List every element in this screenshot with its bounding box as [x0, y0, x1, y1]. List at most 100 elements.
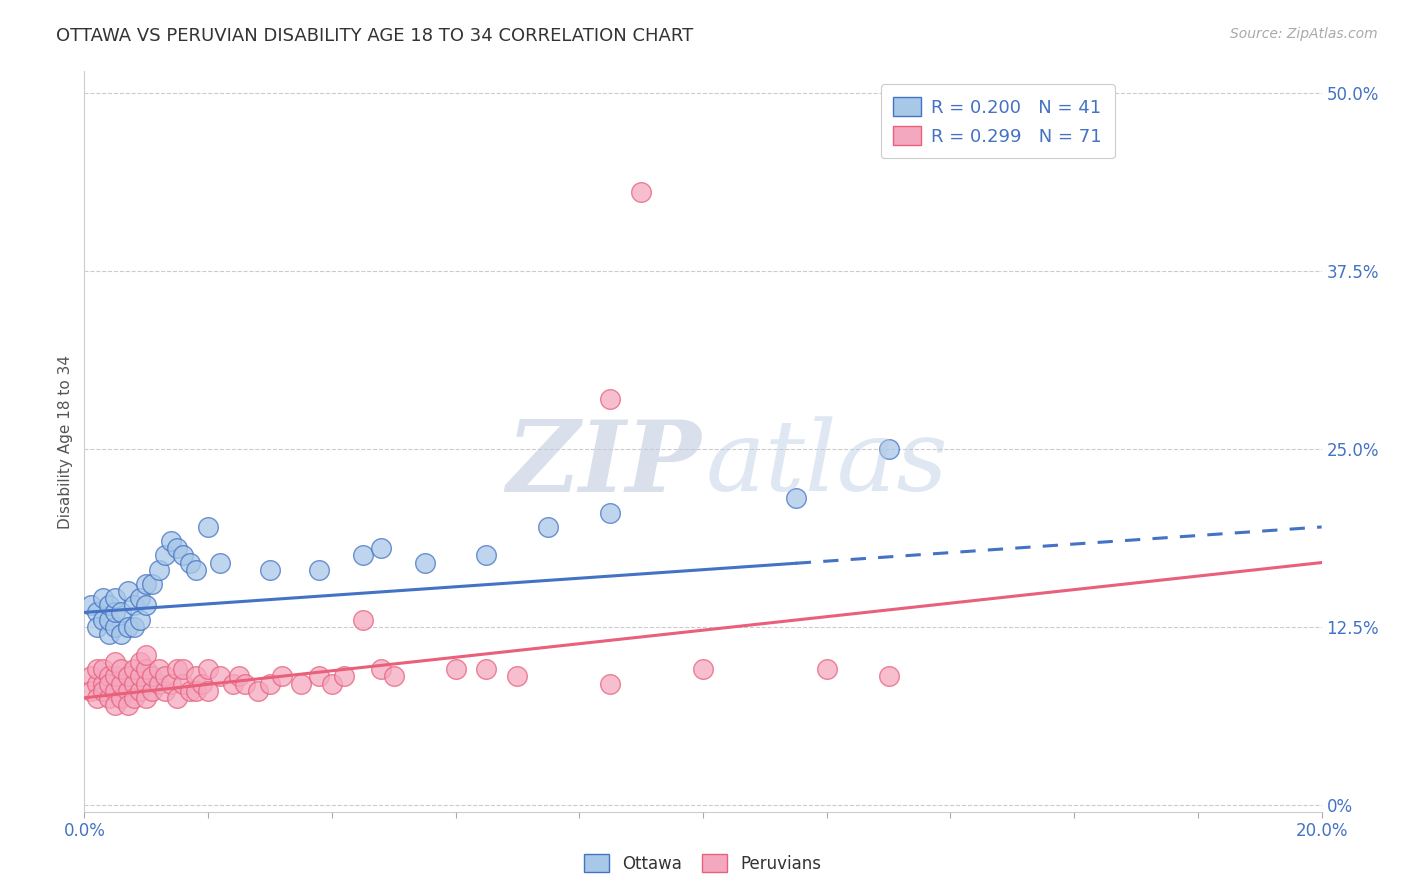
Point — [148, 563, 170, 577]
Point — [122, 690, 145, 705]
Text: atlas: atlas — [706, 416, 948, 511]
Point — [599, 392, 621, 406]
Point — [370, 541, 392, 556]
Point — [129, 655, 152, 669]
Point — [630, 186, 652, 200]
Legend: Ottawa, Peruvians: Ottawa, Peruvians — [578, 847, 828, 880]
Point — [308, 669, 330, 683]
Point — [122, 599, 145, 613]
Point — [122, 620, 145, 634]
Point — [117, 620, 139, 634]
Point — [104, 698, 127, 712]
Point — [172, 662, 194, 676]
Point — [506, 669, 529, 683]
Point — [104, 620, 127, 634]
Point — [599, 506, 621, 520]
Point — [179, 683, 201, 698]
Point — [117, 669, 139, 683]
Point — [91, 662, 114, 676]
Point — [117, 683, 139, 698]
Point — [91, 613, 114, 627]
Point — [122, 662, 145, 676]
Point — [148, 662, 170, 676]
Point — [222, 676, 245, 690]
Point — [153, 669, 176, 683]
Point — [110, 626, 132, 640]
Point — [475, 549, 498, 563]
Point — [91, 591, 114, 606]
Point — [197, 520, 219, 534]
Point — [129, 591, 152, 606]
Point — [135, 599, 157, 613]
Point — [877, 442, 900, 456]
Point — [184, 683, 207, 698]
Point — [233, 676, 256, 690]
Point — [122, 676, 145, 690]
Point — [370, 662, 392, 676]
Point — [129, 613, 152, 627]
Point — [110, 662, 132, 676]
Point — [79, 683, 101, 698]
Point — [815, 662, 838, 676]
Point — [91, 683, 114, 698]
Point — [475, 662, 498, 676]
Point — [98, 613, 121, 627]
Point — [104, 606, 127, 620]
Point — [129, 669, 152, 683]
Point — [98, 669, 121, 683]
Point — [197, 662, 219, 676]
Point — [228, 669, 250, 683]
Point — [877, 669, 900, 683]
Point — [104, 655, 127, 669]
Point — [135, 648, 157, 662]
Point — [166, 690, 188, 705]
Point — [352, 549, 374, 563]
Point — [259, 563, 281, 577]
Point — [148, 676, 170, 690]
Point — [290, 676, 312, 690]
Point — [160, 534, 183, 549]
Point — [259, 676, 281, 690]
Point — [785, 491, 807, 506]
Point — [537, 520, 560, 534]
Point — [86, 690, 108, 705]
Point — [141, 669, 163, 683]
Point — [209, 556, 232, 570]
Point — [86, 606, 108, 620]
Point — [197, 683, 219, 698]
Point — [117, 698, 139, 712]
Text: OTTAWA VS PERUVIAN DISABILITY AGE 18 TO 34 CORRELATION CHART: OTTAWA VS PERUVIAN DISABILITY AGE 18 TO … — [56, 27, 693, 45]
Point — [110, 606, 132, 620]
Point — [444, 662, 467, 676]
Legend: R = 0.200   N = 41, R = 0.299   N = 71: R = 0.200 N = 41, R = 0.299 N = 71 — [880, 84, 1115, 158]
Point — [104, 669, 127, 683]
Point — [110, 690, 132, 705]
Point — [135, 662, 157, 676]
Point — [104, 683, 127, 698]
Point — [166, 662, 188, 676]
Point — [179, 556, 201, 570]
Point — [352, 613, 374, 627]
Point — [91, 676, 114, 690]
Point — [104, 591, 127, 606]
Point — [191, 676, 214, 690]
Point — [209, 669, 232, 683]
Point — [246, 683, 269, 698]
Point — [86, 620, 108, 634]
Point — [135, 690, 157, 705]
Point — [135, 676, 157, 690]
Point — [98, 676, 121, 690]
Point — [271, 669, 294, 683]
Point — [413, 556, 436, 570]
Point — [79, 669, 101, 683]
Point — [98, 626, 121, 640]
Text: Source: ZipAtlas.com: Source: ZipAtlas.com — [1230, 27, 1378, 41]
Point — [184, 563, 207, 577]
Point — [308, 563, 330, 577]
Point — [141, 683, 163, 698]
Point — [172, 549, 194, 563]
Point — [153, 549, 176, 563]
Point — [382, 669, 405, 683]
Point — [599, 676, 621, 690]
Point — [117, 584, 139, 599]
